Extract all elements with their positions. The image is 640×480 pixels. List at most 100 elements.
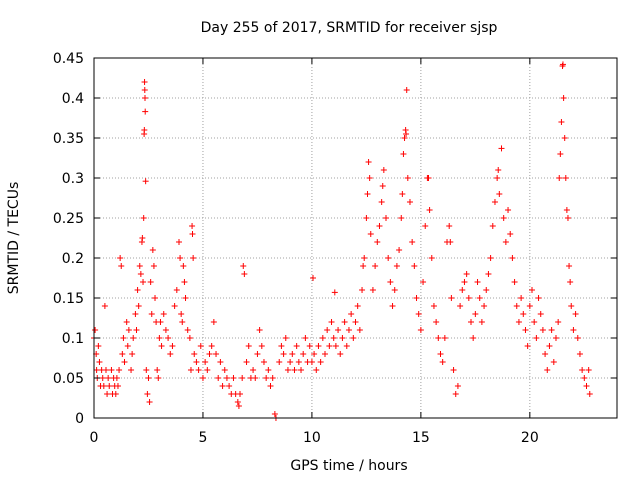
- data-point: [179, 319, 186, 325]
- data-point: [141, 95, 148, 101]
- data-point: [105, 375, 112, 381]
- data-point: [489, 223, 496, 229]
- data-point: [533, 335, 540, 341]
- data-point: [478, 319, 485, 325]
- data-point: [361, 255, 368, 261]
- data-point: [140, 279, 147, 285]
- data-point: [485, 271, 492, 277]
- data-point: [118, 263, 125, 269]
- data-point: [463, 271, 470, 277]
- grid-lines: [94, 58, 617, 418]
- data-point: [169, 343, 176, 349]
- data-point: [245, 343, 252, 349]
- data-point: [529, 287, 536, 293]
- data-point: [189, 223, 196, 229]
- data-point: [125, 327, 132, 333]
- data-point: [128, 367, 135, 373]
- data-point: [406, 199, 413, 205]
- data-point: [570, 327, 577, 333]
- data-point: [221, 367, 228, 373]
- data-point: [446, 223, 453, 229]
- data-point: [278, 343, 285, 349]
- data-point: [306, 343, 313, 349]
- data-point: [511, 279, 518, 285]
- data-point: [417, 327, 424, 333]
- data-point: [494, 175, 501, 181]
- data-point: [189, 231, 196, 237]
- data-point: [459, 287, 466, 293]
- data-point: [235, 403, 242, 409]
- data-point: [310, 275, 317, 281]
- data-point: [396, 247, 403, 253]
- data-point: [372, 263, 379, 269]
- data-point: [391, 287, 398, 293]
- data-point: [137, 271, 144, 277]
- data-point: [583, 383, 590, 389]
- data-point: [326, 343, 333, 349]
- data-point: [145, 375, 152, 381]
- data-point: [364, 191, 371, 197]
- data-point: [243, 359, 250, 365]
- data-point: [398, 215, 405, 221]
- data-point: [141, 87, 148, 93]
- data-point: [133, 327, 140, 333]
- y-tick-label: 0.05: [53, 371, 84, 387]
- data-point: [474, 279, 481, 285]
- data-point: [202, 359, 209, 365]
- data-point: [500, 215, 507, 221]
- data-point: [140, 215, 147, 221]
- data-point: [141, 79, 148, 85]
- data-point: [234, 399, 241, 405]
- data-point: [102, 367, 109, 373]
- data-point: [193, 359, 200, 365]
- data-point: [239, 375, 246, 381]
- y-axis-label: SRMTID / TECUs: [6, 182, 22, 295]
- data-point: [561, 135, 568, 141]
- data-point: [101, 303, 108, 309]
- data-point: [450, 367, 457, 373]
- data-point: [568, 303, 575, 309]
- data-point: [387, 279, 394, 285]
- data-point: [215, 375, 222, 381]
- data-point: [130, 335, 137, 341]
- data-point: [108, 367, 115, 373]
- data-point: [167, 351, 174, 357]
- data-point: [495, 167, 502, 173]
- data-point: [139, 235, 146, 241]
- data-point: [403, 131, 410, 137]
- data-point: [403, 87, 410, 93]
- data-point: [379, 183, 386, 189]
- data-point: [311, 351, 318, 357]
- data-point: [143, 367, 150, 373]
- data-point: [99, 375, 106, 381]
- data-point: [557, 151, 564, 157]
- y-tick-label: 0.1: [62, 331, 84, 347]
- data-point: [114, 383, 121, 389]
- data-point: [560, 95, 567, 101]
- data-point: [195, 367, 202, 373]
- data-point: [328, 319, 335, 325]
- data-point: [413, 295, 420, 301]
- data-point: [141, 127, 148, 133]
- data-point: [360, 263, 367, 269]
- data-point: [184, 327, 191, 333]
- data-point: [298, 367, 305, 373]
- data-point: [472, 311, 479, 317]
- data-points: [91, 61, 593, 421]
- data-point: [348, 311, 355, 317]
- data-point: [498, 145, 505, 152]
- data-point: [177, 255, 184, 261]
- data-point: [507, 231, 514, 237]
- data-point: [256, 327, 263, 333]
- data-point: [180, 263, 187, 269]
- data-point: [291, 367, 298, 373]
- data-point: [324, 327, 331, 333]
- data-point: [383, 215, 390, 221]
- x-tick-label: 0: [90, 430, 99, 446]
- data-point: [411, 263, 418, 269]
- data-point: [308, 359, 315, 365]
- data-point: [461, 279, 468, 285]
- data-point: [404, 175, 411, 181]
- data-point: [331, 289, 338, 296]
- data-point: [385, 255, 392, 261]
